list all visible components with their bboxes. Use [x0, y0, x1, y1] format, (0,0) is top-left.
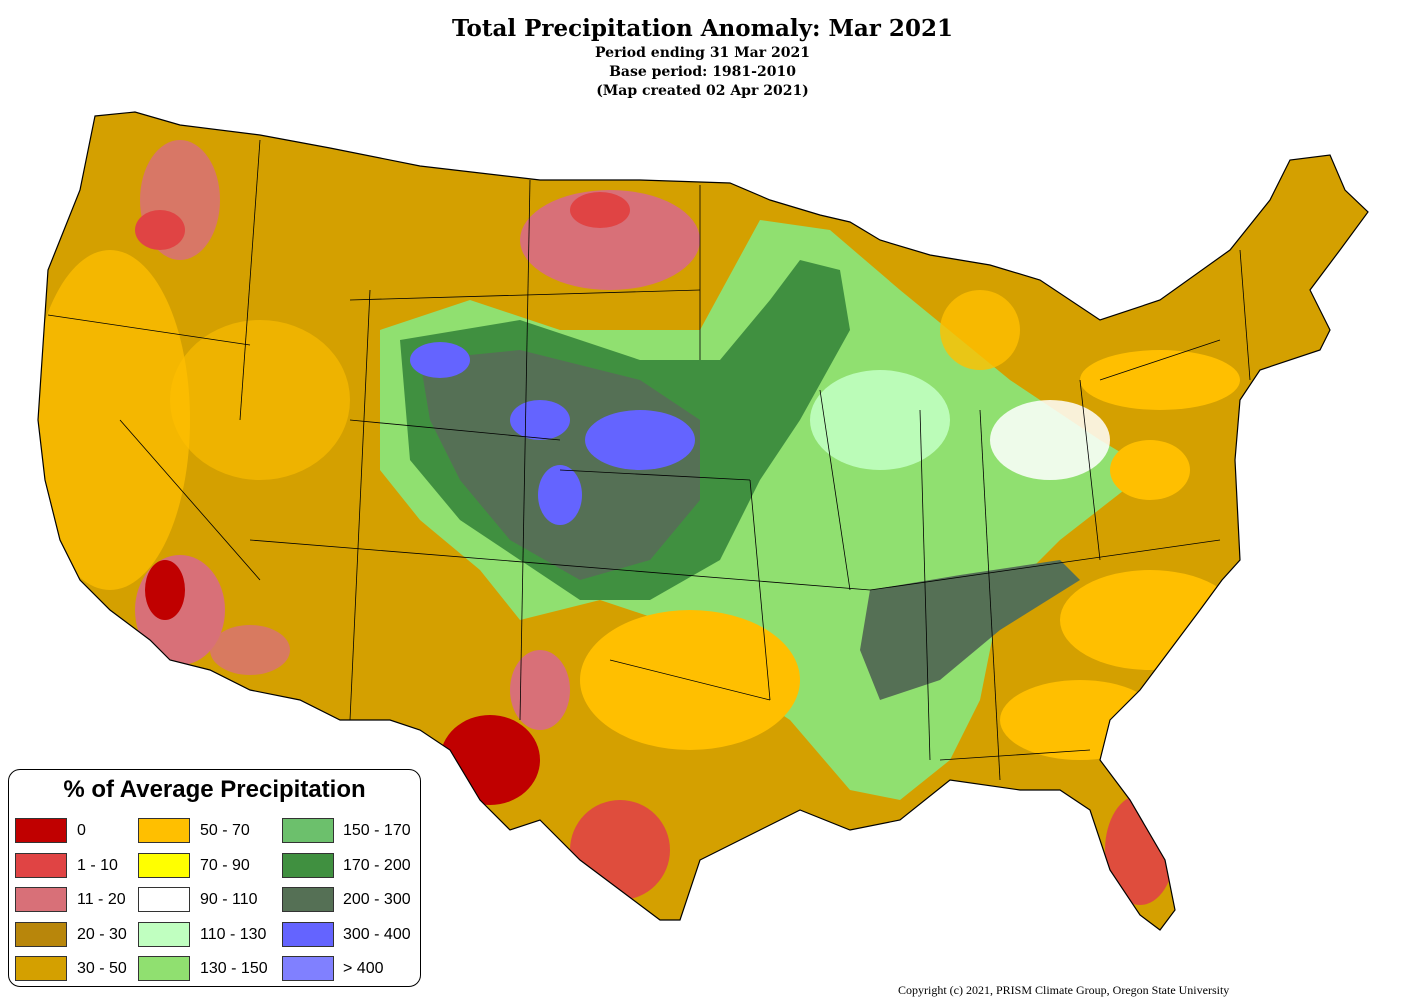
legend-label: 150 - 170	[343, 822, 411, 839]
legend-label: 110 - 130	[200, 926, 267, 943]
legend-swatch	[138, 887, 190, 912]
legend-label: 70 - 90	[200, 857, 250, 874]
legend-swatch	[138, 956, 190, 981]
legend-swatch	[15, 956, 67, 981]
legend-label: 50 - 70	[200, 822, 250, 839]
legend-label: 30 - 50	[77, 960, 127, 977]
us-outline	[37, 111, 1369, 931]
legend-label: 1 - 10	[77, 857, 118, 874]
legend-label: > 400	[343, 960, 384, 977]
legend-swatch	[15, 887, 67, 912]
legend-label: 170 - 200	[343, 857, 411, 874]
map-header: Total Precipitation Anomaly: Mar 2021 Pe…	[0, 14, 1405, 101]
map-title: Total Precipitation Anomaly: Mar 2021	[452, 15, 953, 42]
legend-label: 0	[77, 822, 86, 839]
legend-swatch	[282, 853, 334, 878]
legend-swatch	[138, 818, 190, 843]
legend-label: 11 - 20	[77, 891, 126, 908]
base-period-line: Base period: 1981-2010	[609, 64, 796, 80]
period-line: Period ending 31 Mar 2021	[595, 45, 810, 61]
legend-label: 90 - 110	[200, 891, 258, 908]
legend-title: % of Average Precipitation	[63, 776, 366, 803]
legend-swatch	[282, 887, 334, 912]
created-line: (Map created 02 Apr 2021)	[596, 83, 809, 99]
legend-label: 200 - 300	[343, 891, 411, 908]
state-borders	[47, 139, 1251, 781]
copyright: Copyright (c) 2021, PRISM Climate Group,…	[898, 983, 1230, 997]
legend: % of Average Precipitation 0 1 - 10 11 -…	[8, 769, 421, 987]
legend-swatch	[15, 853, 67, 878]
legend-swatch	[15, 922, 67, 947]
legend-swatch	[15, 818, 67, 843]
legend-swatch	[282, 818, 334, 843]
legend-label: 130 - 150	[200, 960, 268, 977]
legend-swatch	[282, 956, 334, 981]
legend-swatch	[138, 853, 190, 878]
legend-label: 300 - 400	[343, 926, 411, 943]
legend-label: 20 - 30	[77, 926, 127, 943]
legend-swatch	[138, 922, 190, 947]
legend-swatch	[282, 922, 334, 947]
